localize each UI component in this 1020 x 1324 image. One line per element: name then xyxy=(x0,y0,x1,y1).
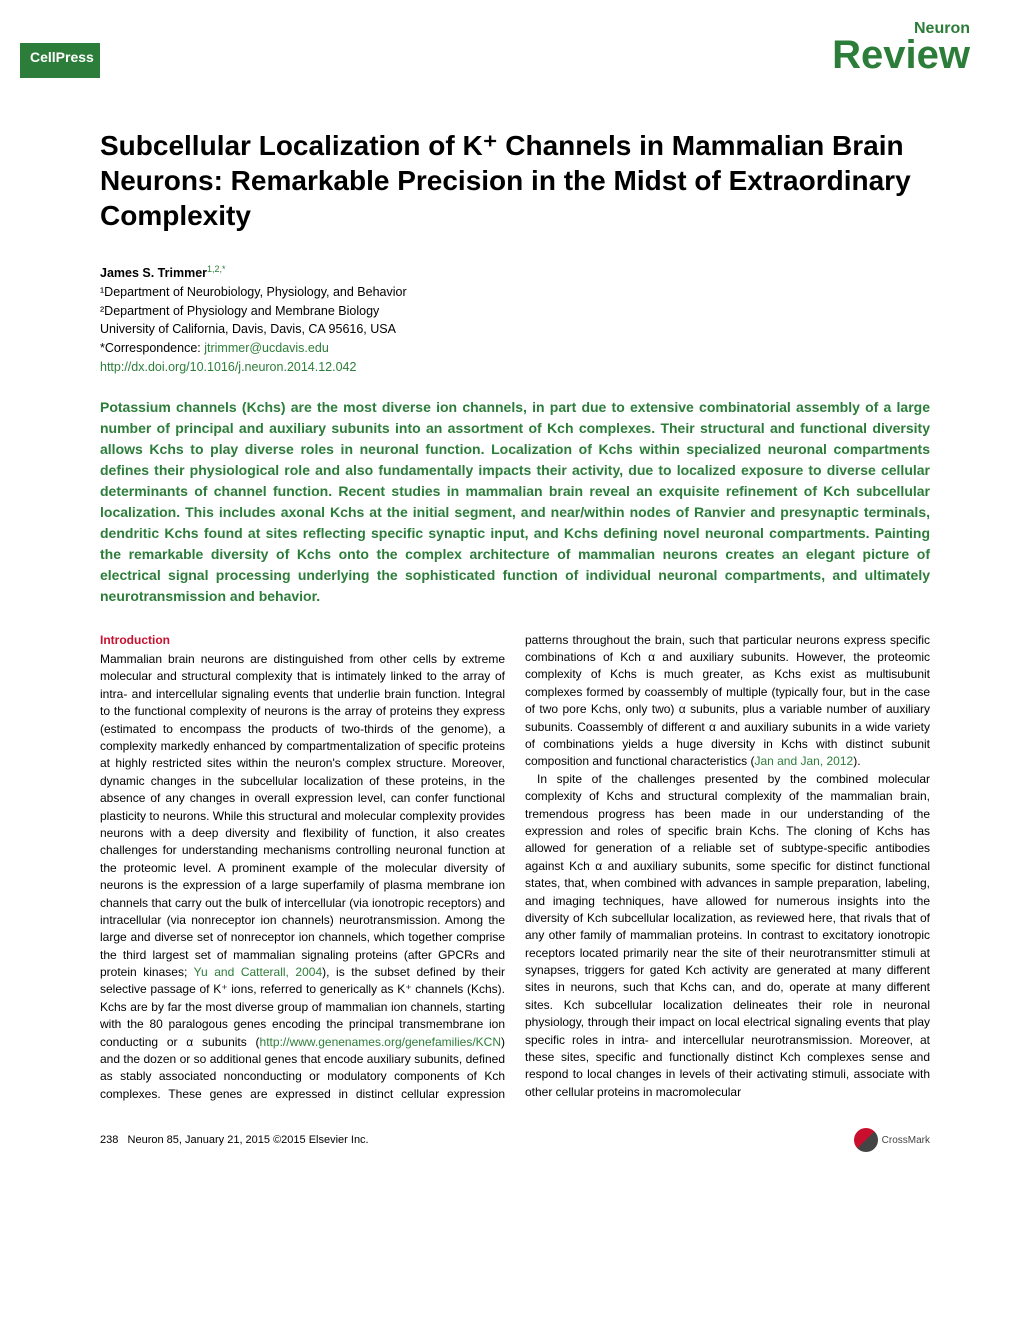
intro-header: Introduction xyxy=(100,632,505,649)
affiliation-1: ¹Department of Neurobiology, Physiology,… xyxy=(100,285,407,299)
affiliation-2: ²Department of Physiology and Membrane B… xyxy=(100,304,379,318)
crossmark-label: CrossMark xyxy=(882,1135,930,1146)
reference-yu-catterall[interactable]: Yu and Catterall, 2004 xyxy=(194,965,322,979)
author-name: James S. Trimmer xyxy=(100,266,207,280)
page-number: 238 xyxy=(100,1134,118,1146)
article-type: Review xyxy=(832,33,970,78)
article-title: Subcellular Localization of K⁺ Channels … xyxy=(100,128,930,233)
intro-para-2: In spite of the challenges presented by … xyxy=(525,771,930,1101)
body-text: Introduction Mammalian brain neurons are… xyxy=(100,632,930,1104)
email-link[interactable]: jtrimmer@ucdavis.edu xyxy=(204,341,329,355)
reference-jan-jan[interactable]: Jan and Jan, 2012 xyxy=(754,754,853,768)
institution: University of California, Davis, Davis, … xyxy=(100,322,396,336)
page-footer: 238 Neuron 85, January 21, 2015 ©2015 El… xyxy=(100,1128,930,1152)
header-right: Neuron Review xyxy=(832,20,970,78)
author-affil-sup[interactable]: 1,2, xyxy=(207,264,222,274)
publisher-logo: CellPress xyxy=(20,43,104,71)
header-bar: CellPress Neuron Review xyxy=(20,20,970,78)
intro-text-1a: Mammalian brain neurons are distinguishe… xyxy=(100,652,505,979)
author-corr-sup[interactable]: * xyxy=(222,264,226,274)
abstract: Potassium channels (Kchs) are the most d… xyxy=(100,397,930,607)
doi-link[interactable]: http://dx.doi.org/10.1016/j.neuron.2014.… xyxy=(100,360,356,374)
intro-text-1d: ). xyxy=(853,754,860,768)
crossmark-icon xyxy=(854,1128,878,1152)
crossmark-badge[interactable]: CrossMark xyxy=(854,1128,930,1152)
footer-citation: Neuron 85, January 21, 2015 ©2015 Elsevi… xyxy=(128,1134,369,1146)
authors-block: James S. Trimmer1,2,* ¹Department of Neu… xyxy=(100,263,930,377)
correspondence-label: *Correspondence: xyxy=(100,341,204,355)
footer-left: 238 Neuron 85, January 21, 2015 ©2015 El… xyxy=(100,1134,369,1146)
publisher-block: CellPress xyxy=(20,43,100,78)
genenames-link[interactable]: http://www.genenames.org/genefamilies/KC… xyxy=(260,1035,501,1049)
